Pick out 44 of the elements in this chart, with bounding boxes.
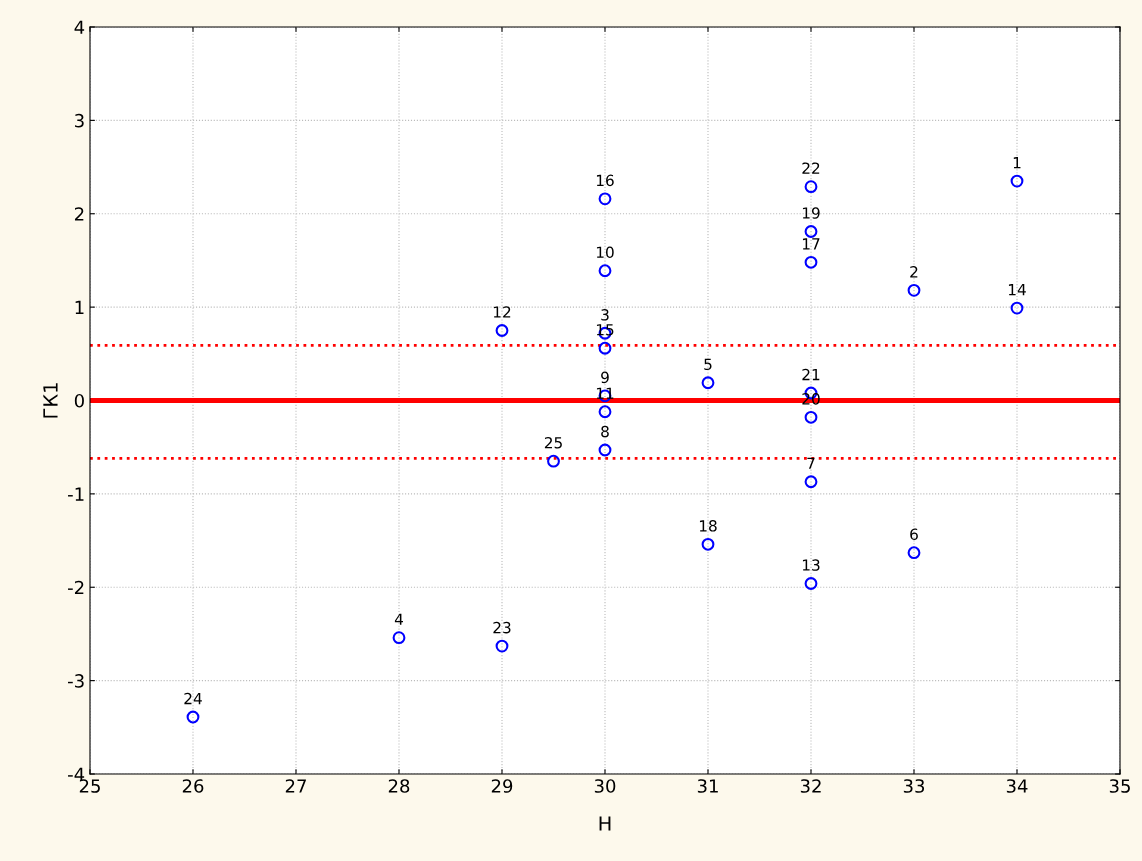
annotation: 6 <box>910 528 918 541</box>
x-tick-label: 31 <box>697 779 718 793</box>
x-axis-title: H <box>599 816 611 831</box>
annotation: 2 <box>910 266 918 278</box>
y-tick-label: 3 <box>75 113 84 128</box>
annotation: 14 <box>1008 284 1026 296</box>
annotation: 13 <box>802 559 820 571</box>
y-tick-label: 4 <box>74 20 85 34</box>
y-tick-label: -3 <box>68 674 84 688</box>
y-tick-label: 0 <box>74 393 84 408</box>
x-tick-label: 34 <box>1006 779 1028 793</box>
annotation: 12 <box>493 306 511 318</box>
annotation: 23 <box>493 621 511 634</box>
y-tick-label: 1 <box>75 300 84 314</box>
y-tick-label: -2 <box>68 580 84 595</box>
annotation: 1 <box>1013 157 1021 169</box>
x-tick-label: 29 <box>491 779 513 793</box>
annotation: 17 <box>802 238 820 250</box>
annotation: 18 <box>699 520 717 532</box>
annotation: 10 <box>596 246 614 259</box>
y-tick-label: -4 <box>68 767 85 781</box>
annotation: 9 <box>601 371 609 384</box>
y-axis-title: ГК1 <box>43 383 58 418</box>
annotation: 4 <box>394 613 403 625</box>
annotation: 7 <box>807 457 815 469</box>
y-tick-label: 2 <box>74 207 84 221</box>
annotation: 21 <box>802 368 820 381</box>
annotation: 5 <box>704 358 712 371</box>
x-tick-label: 25 <box>79 779 100 793</box>
annotation: 16 <box>596 174 614 187</box>
x-tick-label: 26 <box>182 779 204 793</box>
annotation: 24 <box>184 692 202 705</box>
y-tick-label: -1 <box>68 487 84 501</box>
x-tick-label: 30 <box>594 779 616 793</box>
annotation: 22 <box>802 162 820 174</box>
x-tick-label: 35 <box>1109 779 1130 793</box>
annotation: 8 <box>601 425 609 438</box>
annotation: 25 <box>544 436 562 449</box>
x-tick-label: 33 <box>903 779 925 793</box>
x-tick-label: 32 <box>800 779 821 793</box>
x-tick-label: 27 <box>285 779 306 793</box>
annotation: 3 <box>601 309 609 321</box>
annotation: 19 <box>802 207 820 219</box>
x-tick-label: 28 <box>388 779 410 793</box>
